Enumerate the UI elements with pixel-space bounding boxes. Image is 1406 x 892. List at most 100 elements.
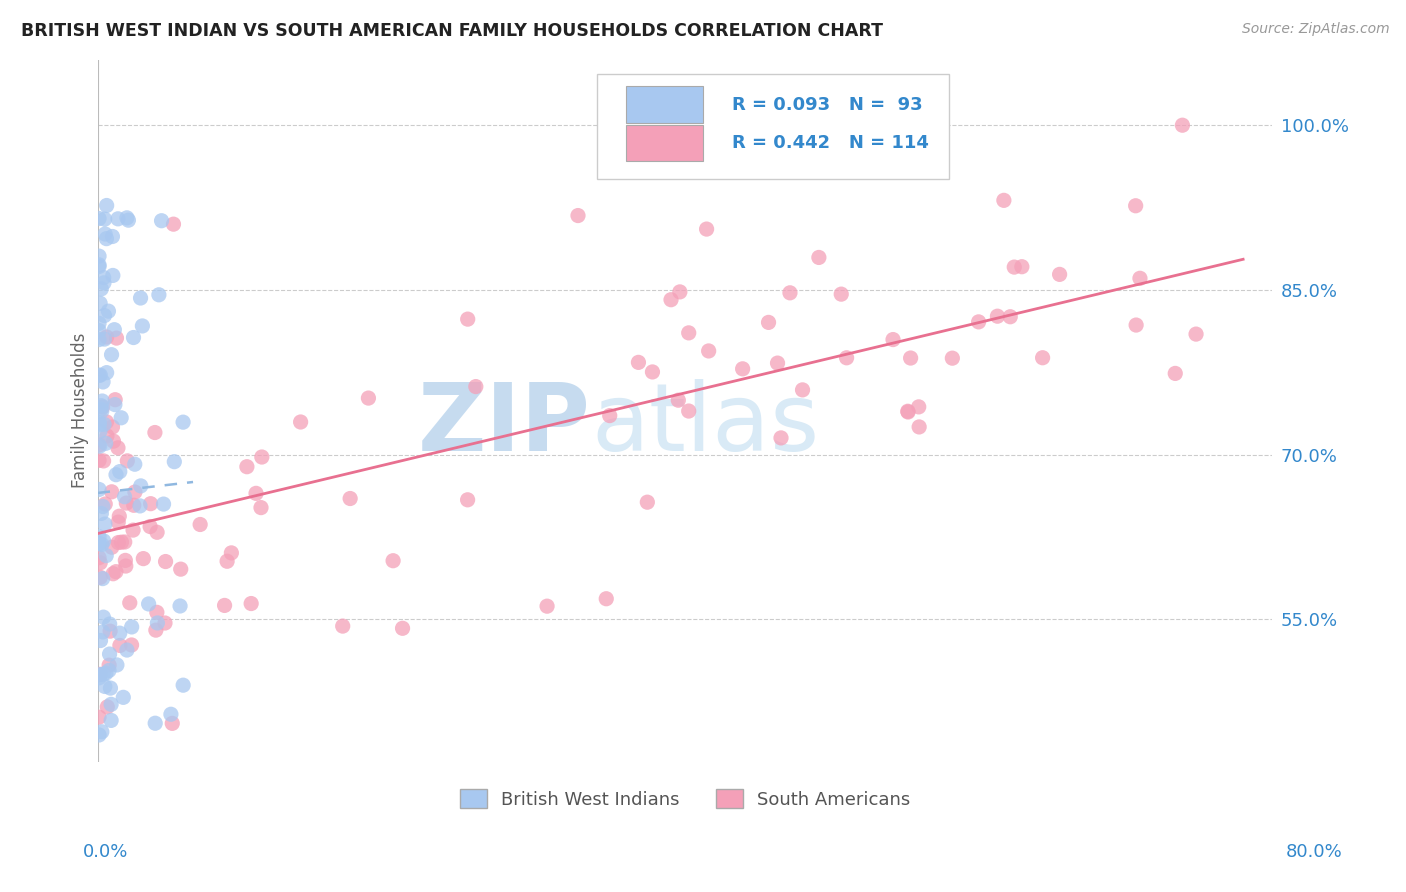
Point bbox=[697, 343, 720, 358]
Point bbox=[1129, 271, 1152, 285]
Point bbox=[105, 331, 128, 345]
Point bbox=[114, 559, 136, 574]
Point bbox=[96, 330, 118, 344]
Point bbox=[90, 537, 112, 551]
Point bbox=[100, 681, 122, 695]
Point bbox=[87, 258, 110, 272]
Point bbox=[122, 498, 145, 512]
Point bbox=[87, 316, 110, 330]
Point bbox=[139, 497, 162, 511]
Point bbox=[107, 211, 129, 226]
Point bbox=[160, 707, 183, 722]
Point bbox=[290, 415, 312, 429]
Point bbox=[87, 211, 110, 226]
Point bbox=[115, 211, 138, 225]
Point bbox=[89, 667, 111, 681]
Point bbox=[93, 332, 115, 346]
Point bbox=[87, 530, 110, 544]
Point bbox=[91, 500, 114, 514]
Point bbox=[87, 728, 110, 742]
Point bbox=[87, 438, 110, 452]
Point bbox=[792, 383, 814, 397]
Point bbox=[94, 497, 117, 511]
Point bbox=[391, 621, 413, 635]
Point bbox=[907, 400, 929, 414]
Point bbox=[1125, 318, 1147, 332]
Point bbox=[94, 436, 117, 450]
Point bbox=[172, 415, 194, 429]
Point bbox=[87, 324, 110, 338]
Point bbox=[1125, 199, 1147, 213]
Point bbox=[669, 285, 692, 299]
Point bbox=[98, 647, 121, 661]
Point bbox=[87, 710, 110, 724]
Point bbox=[146, 525, 169, 540]
Point bbox=[96, 549, 118, 563]
Point bbox=[100, 484, 122, 499]
Point bbox=[87, 453, 110, 467]
Point bbox=[107, 535, 129, 549]
Point bbox=[93, 417, 115, 432]
FancyBboxPatch shape bbox=[626, 125, 703, 161]
Point bbox=[87, 536, 110, 550]
Point bbox=[457, 312, 479, 326]
Point bbox=[97, 304, 120, 318]
Point bbox=[1164, 367, 1187, 381]
Point bbox=[91, 667, 114, 681]
Point bbox=[121, 638, 143, 652]
Point bbox=[779, 285, 801, 300]
Point bbox=[758, 315, 780, 329]
Point bbox=[87, 249, 110, 263]
Point bbox=[1000, 310, 1022, 324]
Point bbox=[96, 366, 118, 380]
Point bbox=[143, 716, 166, 731]
Point bbox=[766, 356, 789, 370]
Point bbox=[595, 591, 617, 606]
Point bbox=[122, 523, 145, 537]
Legend: British West Indians, South Americans: British West Indians, South Americans bbox=[453, 782, 918, 816]
Point bbox=[457, 492, 479, 507]
Point bbox=[100, 698, 122, 712]
Point bbox=[104, 392, 127, 407]
Point bbox=[98, 664, 121, 678]
Point bbox=[90, 282, 112, 296]
Point bbox=[143, 425, 166, 440]
Point bbox=[172, 678, 194, 692]
Point bbox=[100, 714, 122, 728]
Text: R = 0.442   N = 114: R = 0.442 N = 114 bbox=[733, 134, 929, 153]
Point bbox=[1002, 260, 1025, 274]
Point bbox=[89, 667, 111, 681]
Point bbox=[217, 554, 239, 568]
Text: atlas: atlas bbox=[591, 379, 820, 471]
Point bbox=[897, 404, 920, 418]
Point bbox=[90, 402, 112, 417]
Point bbox=[148, 287, 170, 301]
Point bbox=[114, 535, 136, 549]
Point bbox=[87, 550, 110, 565]
Point bbox=[1171, 118, 1194, 132]
Text: ZIP: ZIP bbox=[418, 379, 591, 471]
Point bbox=[87, 483, 110, 497]
FancyBboxPatch shape bbox=[626, 87, 703, 123]
Point bbox=[91, 375, 114, 389]
Point bbox=[93, 212, 115, 227]
Point bbox=[115, 496, 138, 510]
Point bbox=[93, 270, 115, 285]
Point bbox=[993, 194, 1015, 208]
Point bbox=[357, 391, 380, 405]
Point bbox=[103, 323, 125, 337]
Point bbox=[986, 309, 1008, 323]
Point bbox=[807, 251, 830, 265]
Point bbox=[93, 309, 115, 323]
Point bbox=[1011, 260, 1033, 274]
Point bbox=[105, 657, 128, 672]
Point bbox=[94, 680, 117, 694]
Point bbox=[731, 361, 754, 376]
Point bbox=[567, 209, 589, 223]
Point bbox=[1032, 351, 1054, 365]
Point bbox=[108, 626, 131, 640]
Point bbox=[101, 268, 124, 283]
Point bbox=[98, 658, 121, 673]
Point bbox=[666, 393, 689, 408]
Point bbox=[139, 519, 162, 533]
